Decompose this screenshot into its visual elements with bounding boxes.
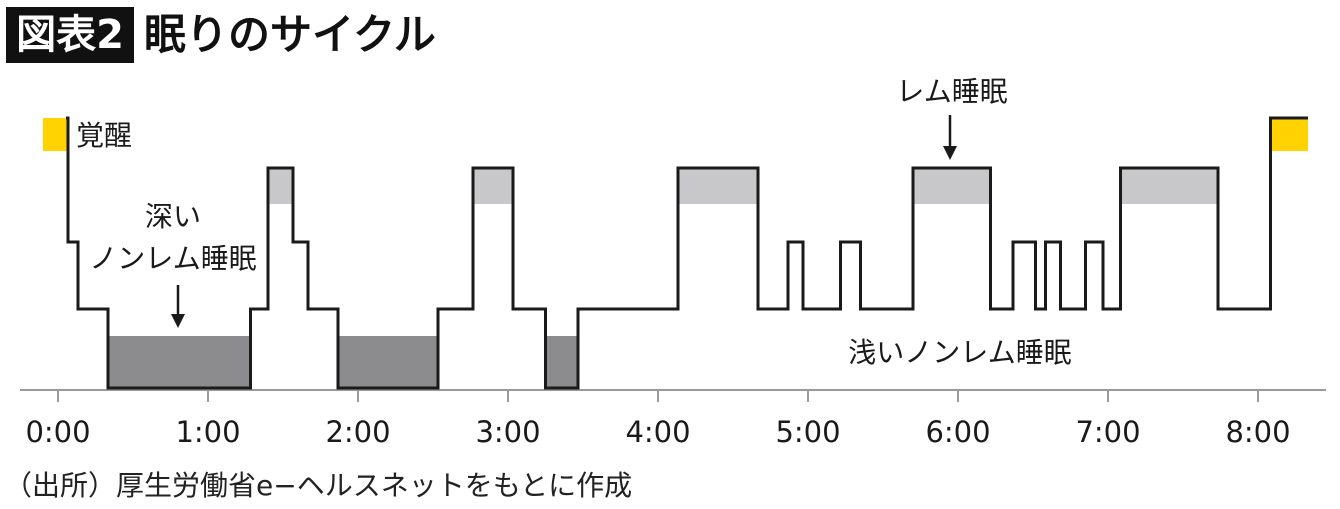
x-tick-label-6: 5:00 [775, 415, 840, 449]
deep-sleep-band-2 [338, 336, 438, 388]
awake-band-2 [1270, 118, 1308, 151]
x-tick-label-7: 6:00 [925, 415, 990, 449]
x-tick-label-1: 0:00 [25, 415, 90, 449]
rem-sleep-band-3 [678, 168, 758, 204]
x-tick-label-2: 1:00 [175, 415, 240, 449]
deep-sleep-band-1 [108, 336, 251, 388]
awake-band-1 [43, 118, 68, 151]
stage-bands [43, 118, 1308, 388]
figure-number-badge: 図表2 [6, 7, 134, 63]
rem-sleep-band-4 [913, 168, 991, 204]
rem-sleep-band-5 [1120, 168, 1218, 204]
deep-label-line-1: 深い [145, 200, 201, 233]
x-axis-ticks [57, 390, 1259, 402]
x-tick-label-8: 7:00 [1075, 415, 1140, 449]
rem-arrow [943, 115, 957, 160]
chart-title: 眠りのサイクル [144, 10, 436, 59]
x-tick-labels: 0:00 1:00 2:00 3:00 4:00 5:00 6:00 7:00 8:00 [25, 415, 1290, 449]
rem-label: レム睡眠 [896, 75, 1007, 108]
deep-label-line-2: ノンレム睡眠 [89, 242, 256, 275]
x-tick-label-4: 3:00 [475, 415, 540, 449]
hypnogram-line [66, 116, 1308, 390]
x-tick-label-5: 4:00 [625, 415, 690, 449]
awake-label: 覚醒 [76, 119, 132, 152]
source-note: （出所）厚生労働省e−ヘルスネットをもとに作成 [4, 469, 633, 502]
hypnogram-chart: 0:00 1:00 2:00 3:00 4:00 5:00 6:00 7:00 8:00 覚醒 … [20, 75, 1326, 449]
deep-sleep-band-3 [545, 336, 578, 388]
deep-arrow [171, 285, 185, 328]
light-label: 浅いノンレム睡眠 [848, 336, 1071, 369]
x-tick-label-9: 8:00 [1225, 415, 1290, 449]
rem-sleep-band-2 [473, 168, 513, 204]
rem-sleep-band-1 [268, 168, 293, 204]
x-tick-label-3: 2:00 [325, 415, 390, 449]
